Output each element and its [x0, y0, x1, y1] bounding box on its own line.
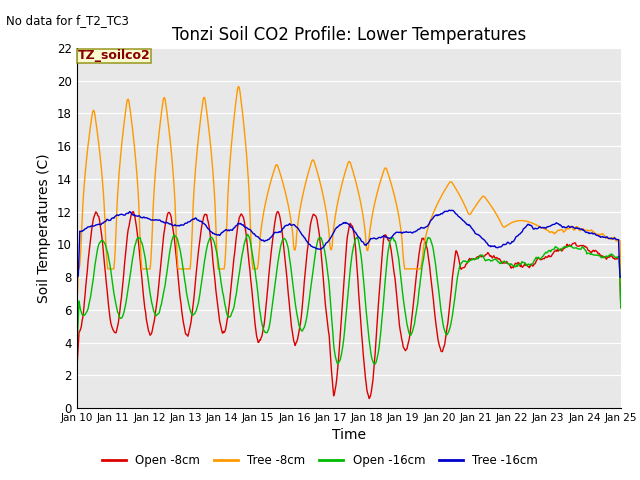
Text: No data for f_T2_TC3: No data for f_T2_TC3: [6, 14, 129, 27]
Tree -16cm: [193, 216, 200, 221]
Open -8cm: [193, 271, 200, 276]
Tree -16cm: [73, 274, 81, 280]
Legend: : [77, 48, 151, 63]
Tree -8cm: [568, 223, 575, 229]
Tree -16cm: [216, 233, 223, 239]
Open -16cm: [216, 269, 223, 275]
Tree -8cm: [341, 170, 349, 176]
Line: Tree -16cm: Tree -16cm: [77, 210, 621, 277]
Open -16cm: [395, 255, 403, 261]
Open -8cm: [449, 275, 456, 281]
Open -16cm: [617, 305, 625, 311]
Tree -8cm: [73, 290, 81, 296]
Tree -16cm: [448, 207, 456, 213]
Open -8cm: [568, 241, 576, 247]
Legend: Open -8cm, Tree -8cm, Open -16cm, Tree -16cm: Open -8cm, Tree -8cm, Open -16cm, Tree -…: [97, 449, 543, 472]
Tree -8cm: [448, 179, 456, 185]
Open -16cm: [341, 323, 349, 329]
Tree -8cm: [617, 279, 625, 285]
Open -8cm: [341, 263, 349, 268]
Y-axis label: Soil Temperatures (C): Soil Temperatures (C): [37, 153, 51, 303]
Line: Open -8cm: Open -8cm: [77, 212, 621, 398]
Line: Open -16cm: Open -16cm: [77, 234, 621, 364]
Open -16cm: [244, 231, 252, 237]
Open -8cm: [365, 396, 373, 401]
Line: Tree -8cm: Tree -8cm: [77, 86, 621, 293]
Open -16cm: [568, 244, 576, 250]
Tree -16cm: [617, 274, 625, 280]
Title: Tonzi Soil CO2 Profile: Lower Temperatures: Tonzi Soil CO2 Profile: Lower Temperatur…: [172, 25, 526, 44]
Open -8cm: [73, 368, 81, 373]
Tree -8cm: [193, 158, 200, 164]
Tree -8cm: [216, 266, 223, 272]
Open -8cm: [395, 314, 403, 320]
Open -8cm: [274, 209, 282, 215]
Open -8cm: [617, 304, 625, 310]
Tree -8cm: [394, 209, 402, 215]
X-axis label: Time: Time: [332, 429, 366, 443]
Tree -16cm: [568, 224, 575, 230]
Tree -16cm: [394, 229, 401, 235]
Tree -16cm: [340, 220, 348, 226]
Open -16cm: [371, 361, 379, 367]
Tree -8cm: [235, 84, 243, 89]
Open -16cm: [449, 313, 456, 319]
Open -16cm: [193, 308, 200, 313]
Open -16cm: [73, 348, 81, 354]
Tree -16cm: [445, 207, 453, 213]
Open -8cm: [216, 318, 223, 324]
